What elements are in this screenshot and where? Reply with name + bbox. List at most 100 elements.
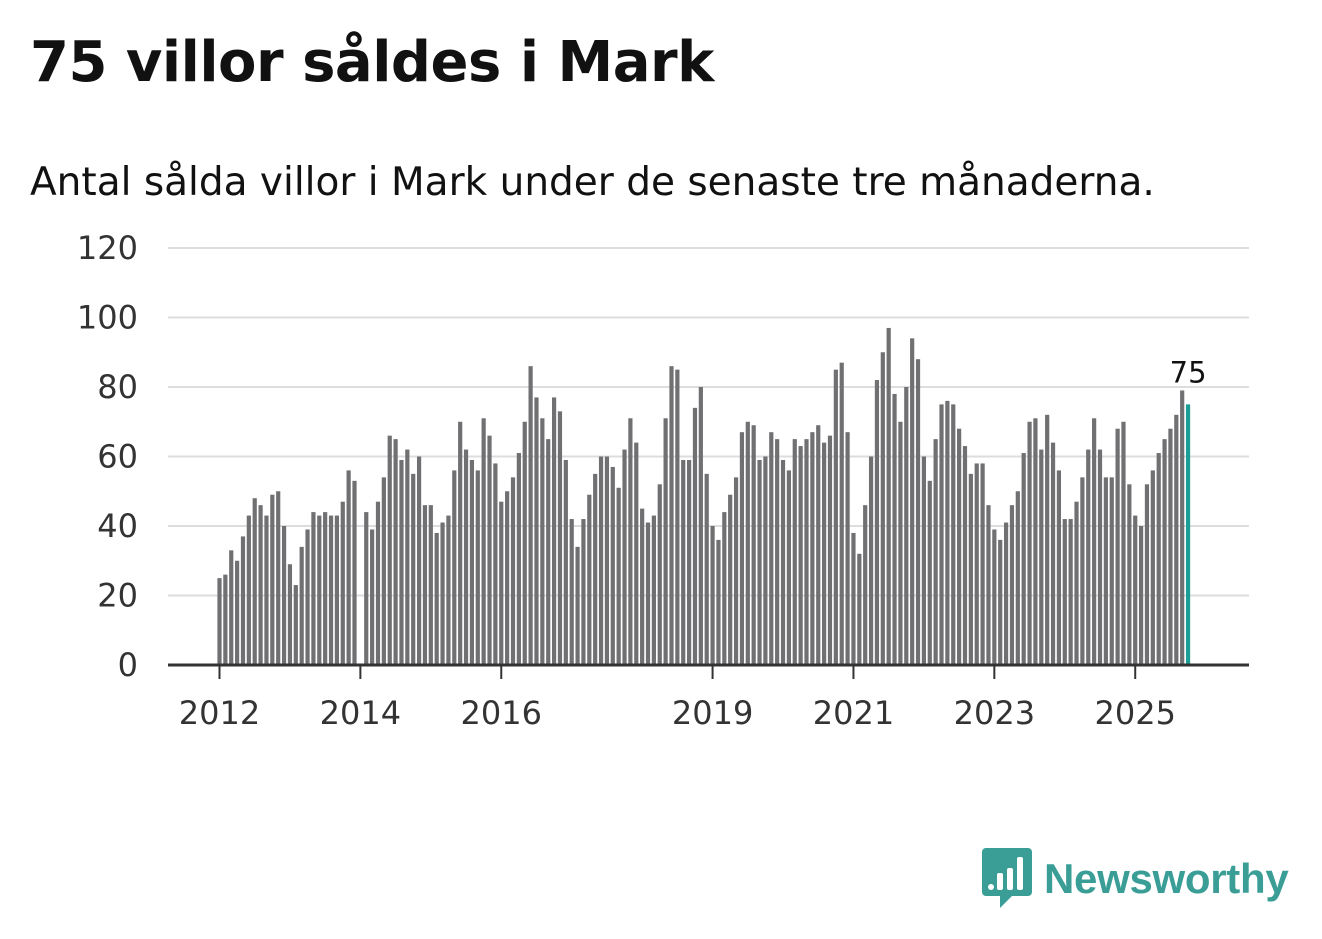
bar xyxy=(1115,428,1120,665)
bar xyxy=(728,494,733,665)
bar xyxy=(428,505,433,665)
bar xyxy=(616,487,621,665)
bar xyxy=(540,418,545,665)
bar xyxy=(1138,526,1144,665)
highlight-value-label: 75 xyxy=(1170,356,1207,390)
bar xyxy=(340,501,345,665)
bar xyxy=(1027,421,1032,665)
bar xyxy=(334,515,339,665)
bar xyxy=(1021,453,1026,665)
bar xyxy=(587,494,592,665)
chart-subtitle: Antal sålda villor i Mark under de senas… xyxy=(30,160,1155,205)
bar xyxy=(933,439,938,666)
bar xyxy=(810,432,815,665)
bar xyxy=(1056,470,1062,665)
bar xyxy=(557,411,563,665)
y-tick-label: 80 xyxy=(97,368,138,406)
bar xyxy=(510,477,516,665)
bar xyxy=(968,473,973,666)
bar xyxy=(792,439,797,666)
bar xyxy=(317,515,322,665)
bar xyxy=(857,553,862,665)
bar xyxy=(957,428,962,665)
y-axis-labels: 0 20 40 60 80 100 120 xyxy=(77,229,138,684)
bar xyxy=(604,456,610,665)
bar xyxy=(352,480,357,665)
x-tick-label: 2016 xyxy=(461,694,542,732)
bar xyxy=(898,421,903,665)
bar xyxy=(780,459,786,665)
bar xyxy=(1127,484,1132,665)
bar xyxy=(493,463,498,665)
bar xyxy=(305,529,310,665)
bar xyxy=(1045,414,1050,665)
bar xyxy=(657,484,662,665)
bar xyxy=(945,400,950,665)
bar xyxy=(487,435,492,665)
bar xyxy=(240,536,246,665)
bar xyxy=(252,498,257,665)
bar xyxy=(405,449,410,665)
bar xyxy=(299,546,304,665)
bar xyxy=(751,425,756,665)
bar xyxy=(998,539,1003,665)
bar xyxy=(446,515,451,665)
bar xyxy=(681,459,686,665)
bar xyxy=(927,480,932,665)
y-tick-label: 60 xyxy=(97,438,138,476)
bar xyxy=(499,501,504,665)
bar xyxy=(640,508,645,666)
bar xyxy=(880,352,885,665)
brand-name[interactable]: Newsworthy xyxy=(1044,855,1289,902)
chart-title: 75 villor såldes i Mark xyxy=(30,30,714,95)
bar xyxy=(704,473,709,666)
bar xyxy=(874,380,880,665)
bar xyxy=(886,327,891,665)
bar xyxy=(962,446,968,665)
bar xyxy=(563,459,568,665)
bar xyxy=(827,435,833,665)
y-tick-label: 0 xyxy=(118,646,138,684)
x-tick-label: 2019 xyxy=(672,694,753,732)
y-tick-label: 120 xyxy=(77,229,138,267)
bar xyxy=(575,546,580,665)
bar xyxy=(416,456,422,665)
x-tick-label: 2012 xyxy=(179,694,260,732)
bar xyxy=(328,515,334,665)
bar xyxy=(974,463,979,665)
bar xyxy=(710,526,715,665)
brand-logo[interactable]: Newsworthy xyxy=(982,848,1289,910)
bar xyxy=(739,432,745,665)
bar xyxy=(381,477,386,665)
bar xyxy=(733,477,739,665)
bar xyxy=(481,418,486,665)
bar xyxy=(1162,439,1167,666)
bar xyxy=(868,456,874,665)
x-tick-label: 2025 xyxy=(1095,694,1176,732)
bar xyxy=(951,404,956,666)
bar xyxy=(798,446,803,665)
y-tick-label: 100 xyxy=(77,299,138,337)
bar xyxy=(1062,519,1067,665)
bar xyxy=(1097,449,1103,665)
bar-chart: 0 20 40 60 80 100 120 2012 2014 2016 2019 2021 2023… xyxy=(77,229,1249,732)
bar xyxy=(364,512,369,665)
bar xyxy=(992,529,997,665)
bar xyxy=(687,459,692,665)
bar xyxy=(833,369,838,666)
bar xyxy=(1074,501,1079,665)
y-tick-label: 40 xyxy=(97,507,138,545)
bar xyxy=(346,470,351,665)
bar xyxy=(816,425,821,665)
bar xyxy=(915,359,921,665)
bar xyxy=(675,369,680,666)
bar xyxy=(1050,442,1056,665)
bar xyxy=(475,470,480,665)
bar xyxy=(1003,522,1009,665)
bar xyxy=(892,393,897,665)
bar xyxy=(845,432,850,665)
bar xyxy=(634,442,639,665)
bar xyxy=(698,387,703,665)
bar xyxy=(287,564,293,665)
bar xyxy=(1109,477,1114,665)
